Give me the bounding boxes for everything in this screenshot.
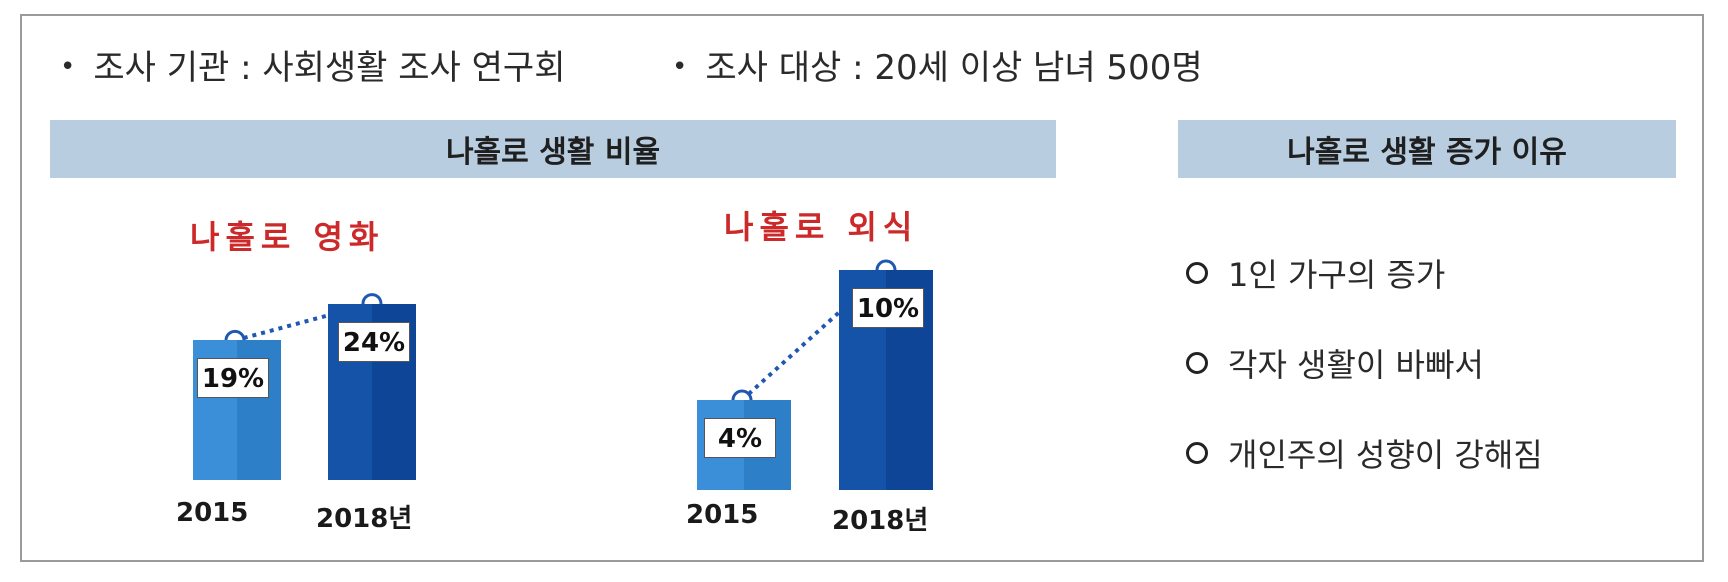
reason-header: 나홀로 생활 증가 이유 [1178,120,1676,178]
chart-title-2: 나홀로 외식 [724,208,919,246]
year-label-1-1: 2015 [176,498,249,528]
chart-title-1: 나홀로 영화 [190,218,385,256]
survey-target: • 조사 대상 : 20세 이상 남녀 500명 [672,40,1203,89]
ratio-header: 나홀로 생활 비율 [50,120,1056,178]
circle-bullet-icon [1186,352,1208,374]
value-label-2-1: 4% [704,418,776,458]
survey-org: • 조사 기관 : 사회생활 조사 연구회 [60,40,565,89]
reason-item-2: 각자 생활이 바빠서 [1186,340,1484,386]
year-label-2-2: 2018년 [832,506,929,536]
survey-target-text: 조사 대상 : 20세 이상 남녀 500명 [705,48,1203,88]
value-label-2-2: 10% [852,288,924,328]
reason-text-2: 각자 생활이 바빠서 [1228,346,1484,384]
bullet-icon: • [672,52,688,82]
reason-item-1: 1인 가구의 증가 [1186,250,1445,296]
survey-org-text: 조사 기관 : 사회생활 조사 연구회 [93,48,566,88]
value-label-1-2: 24% [338,321,410,362]
circle-bullet-icon [1186,442,1208,464]
year-label-2-1: 2015 [686,500,759,530]
value-label-1-1: 19% [197,358,269,399]
reason-text-3: 개인주의 성향이 강해짐 [1228,436,1543,474]
bullet-icon: • [60,52,76,82]
year-label-1-2: 2018년 [316,504,413,534]
circle-bullet-icon [1186,262,1208,284]
reason-item-3: 개인주의 성향이 강해짐 [1186,430,1543,476]
reason-text-1: 1인 가구의 증가 [1228,256,1446,294]
